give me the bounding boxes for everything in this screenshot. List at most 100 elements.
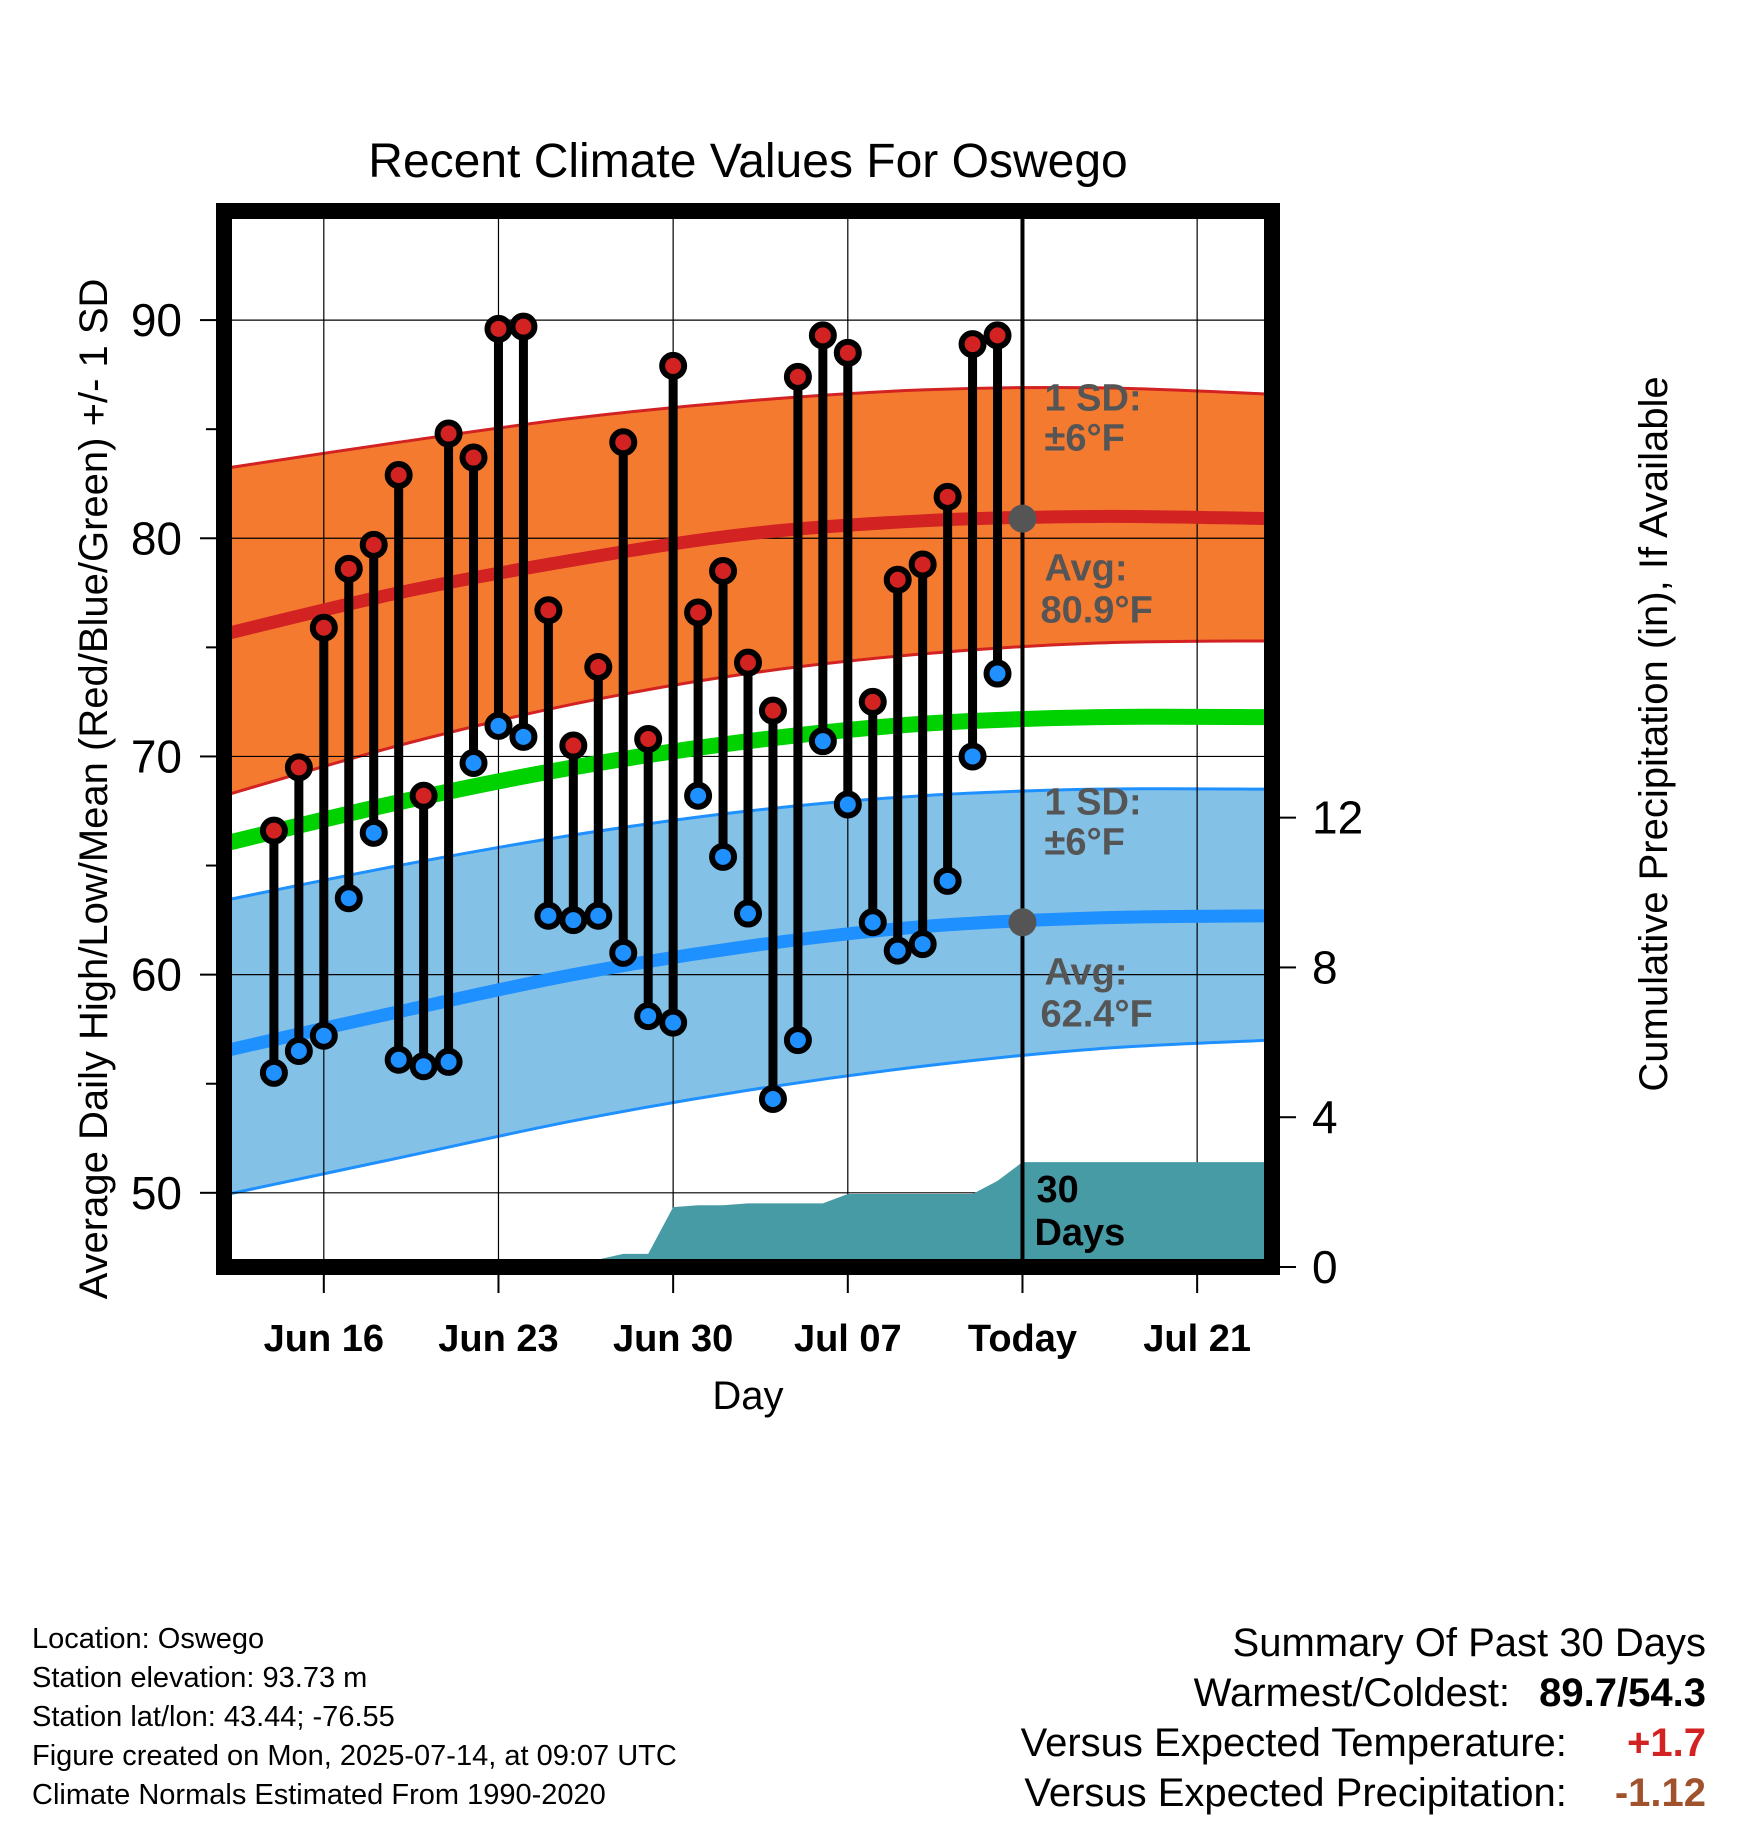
low-sd-band [224, 788, 1272, 1195]
low-point [334, 884, 363, 913]
warm-cold-label: Warmest/Coldest: [1193, 1671, 1511, 1715]
high-point [808, 321, 837, 350]
y-axis-left-label: Average Daily High/Low/Mean (Red/Blue/Gr… [72, 279, 116, 1300]
ytick-left-label: 80 [131, 512, 182, 564]
summary-precip-row: Versus Expected Precipitation: -1.12 [1021, 1768, 1706, 1818]
low-point [883, 936, 912, 965]
high-sd-upper-edge [224, 385, 1272, 470]
low-point [709, 842, 738, 871]
low-point [309, 1021, 338, 1050]
high-point [259, 816, 288, 845]
high-point [284, 753, 313, 782]
precip-label: Versus Expected Precipitation: [1024, 1771, 1567, 1815]
low-avg-value: 62.4°F [1040, 993, 1152, 1035]
high-point [359, 530, 388, 559]
low-sd-label: 1 SD: [1044, 781, 1141, 823]
summary-heading: Summary Of Past 30 Days [1232, 1621, 1706, 1665]
high-point [684, 598, 713, 627]
low-point [783, 1026, 812, 1055]
low-point [459, 749, 488, 777]
xtick-label: Today [968, 1318, 1077, 1360]
low-point [833, 790, 862, 819]
low-point [734, 899, 762, 928]
ytick-right-label: 0 [1312, 1241, 1338, 1293]
normals-text: Climate Normals Estimated From 1990-2020 [32, 1779, 606, 1811]
ytick-left-label: 90 [131, 294, 182, 346]
ytick-left-label: 60 [131, 949, 182, 1001]
high-point [584, 653, 613, 681]
ytick-left-label: 70 [131, 730, 182, 782]
high-point [459, 443, 488, 472]
xtick-label: Jun 23 [438, 1318, 558, 1360]
low-point [684, 781, 713, 810]
ytick-right-label: 4 [1312, 1091, 1338, 1143]
low-point [908, 930, 937, 959]
high-sd-value: ±6°F [1044, 418, 1124, 460]
plot-frame [216, 203, 1280, 1275]
ytick-right-label: 12 [1312, 792, 1363, 844]
ytick-right-label: 8 [1312, 941, 1338, 993]
low-point [858, 908, 887, 937]
high-point [734, 648, 762, 677]
latlon-text: Station lat/lon: 43.44; -76.55 [32, 1701, 395, 1733]
high-point [609, 428, 638, 457]
high-point [883, 565, 912, 594]
high-point [908, 550, 937, 579]
station-info: Location: Oswego Station elevation: 93.7… [32, 1620, 677, 1815]
high-point [659, 351, 688, 380]
low-point [659, 1008, 688, 1037]
low-point [434, 1047, 463, 1076]
high-point [958, 330, 987, 359]
high-point [783, 362, 812, 391]
high-point [933, 482, 962, 511]
high-point [484, 314, 513, 343]
low-point [384, 1045, 413, 1074]
low-point [983, 659, 1012, 688]
chart-title: Recent Climate Values For Oswego [368, 135, 1127, 188]
summary-panel: Summary Of Past 30 Days Warmest/Coldest:… [1021, 1618, 1706, 1818]
high-point [384, 461, 413, 489]
high-avg-label: Avg: [1044, 548, 1127, 590]
xtick-label: Jun 16 [264, 1318, 384, 1360]
high-point [758, 696, 787, 725]
low-point [758, 1085, 787, 1113]
low-point [634, 1002, 663, 1031]
high-point [434, 419, 463, 448]
high-avg-value: 80.9°F [1040, 590, 1152, 632]
x-axis-label: Day [712, 1374, 783, 1418]
low-point [359, 818, 388, 847]
low-point [534, 901, 563, 930]
low-point [584, 901, 613, 930]
high-point [509, 312, 538, 341]
low-point [933, 866, 962, 895]
low-point [409, 1052, 438, 1081]
ytick-left-label: 50 [131, 1167, 182, 1219]
high-point [334, 554, 363, 583]
xtick-label: Jul 21 [1143, 1318, 1251, 1360]
summary-temp-row: Versus Expected Temperature: +1.7 [1021, 1718, 1706, 1768]
precip-value: -1.12 [1614, 1771, 1706, 1815]
created-text: Figure created on Mon, 2025-07-14, at 09… [32, 1740, 677, 1772]
high-point [634, 725, 663, 753]
warm-cold-value: 89.7/54.3 [1539, 1671, 1706, 1715]
days-count: 30 [1036, 1169, 1078, 1211]
low-point [609, 938, 638, 967]
temp-label: Versus Expected Temperature: [1020, 1721, 1567, 1765]
high-point [534, 596, 563, 625]
low-point [509, 722, 538, 751]
low-point [484, 711, 513, 740]
location-text: Location: Oswego [32, 1623, 265, 1655]
temp-value: +1.7 [1627, 1721, 1706, 1765]
days-label: Days [1034, 1212, 1125, 1254]
high-point [409, 781, 438, 810]
xtick-label: Jun 30 [613, 1318, 733, 1360]
high-sd-band [224, 387, 1272, 796]
high-point [559, 731, 588, 760]
low-avg-label: Avg: [1044, 951, 1127, 993]
y-axis-right-label: Cumulative Precipitation (in), If Availa… [1632, 376, 1676, 1091]
low-point [808, 727, 837, 756]
precip-area [224, 1162, 1272, 1267]
xtick-label: Jul 07 [794, 1318, 902, 1360]
high-sd-label: 1 SD: [1044, 378, 1141, 420]
